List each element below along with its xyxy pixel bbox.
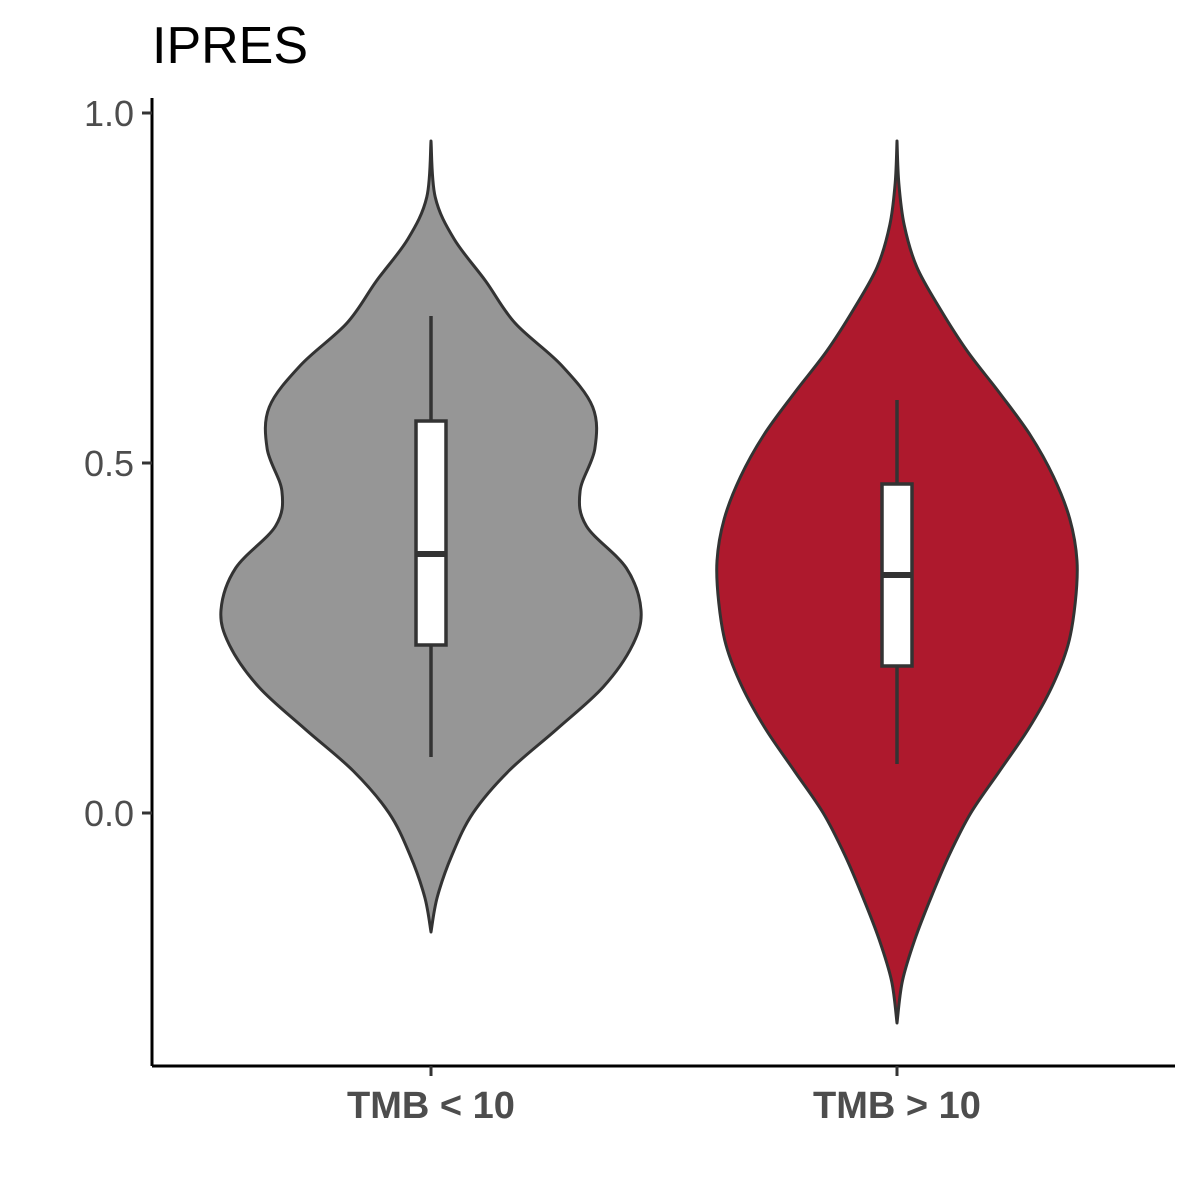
axes-layer: 0.0 0.5 1.0 TMB < 10 TMB > 10 xyxy=(84,93,1175,1127)
y-tick-label: 1.0 xyxy=(84,93,134,134)
y-tick-label: 0.0 xyxy=(84,793,134,834)
x-tick-label: TMB < 10 xyxy=(347,1085,515,1127)
violins-layer xyxy=(219,139,1079,1025)
boxplot-box xyxy=(414,419,448,647)
y-tick-label: 0.5 xyxy=(84,443,134,484)
x-tick-label: TMB > 10 xyxy=(813,1085,981,1127)
chart-title: IPRES xyxy=(152,17,308,75)
